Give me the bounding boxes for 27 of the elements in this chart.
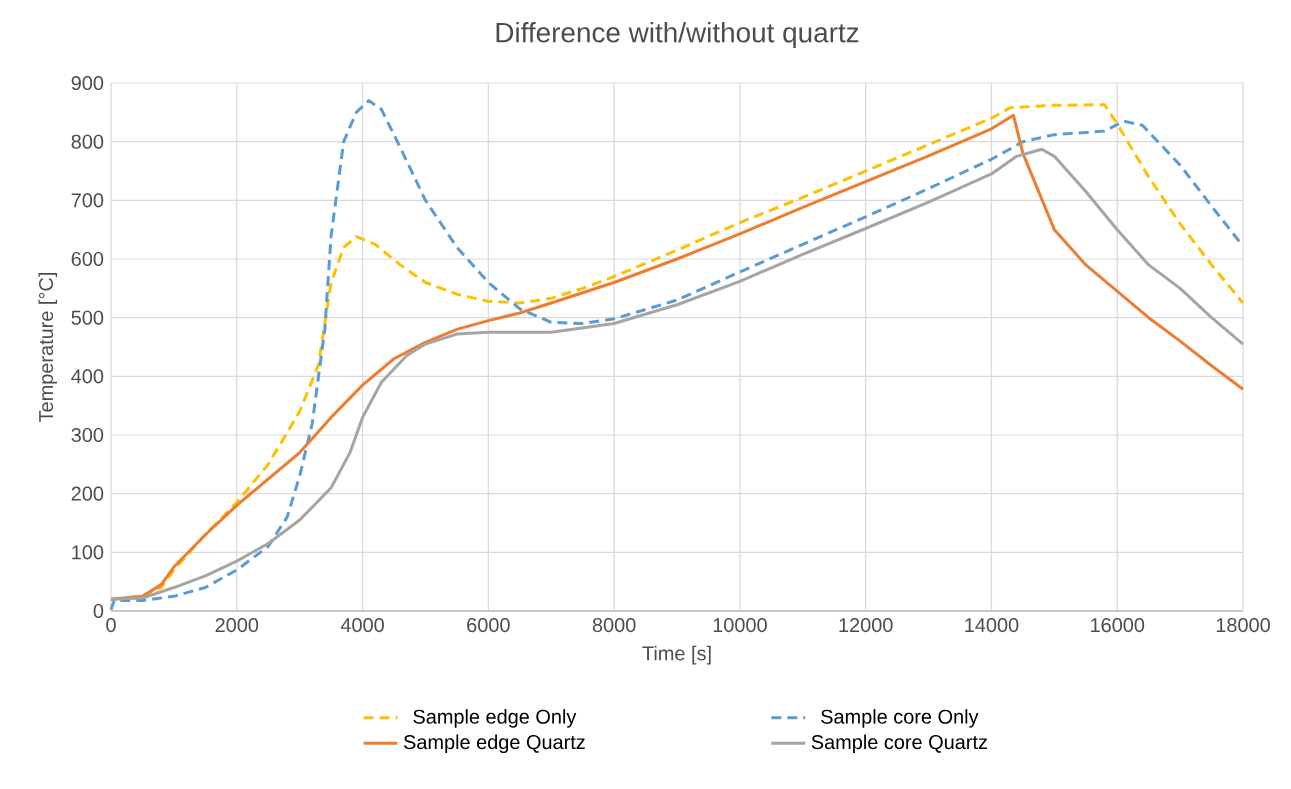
x-tick-label: 10000 [713,618,767,633]
y-tick-label: 700 [71,193,104,208]
y-tick-label: 0 [93,603,104,619]
x-axis-title: Time [s] [642,645,711,665]
x-tick-label: 12000 [839,618,893,633]
y-tick-label: 300 [71,427,104,443]
y-tick-label: 500 [71,310,104,325]
legend-label: Sample core Only [821,709,979,728]
x-tick-label: 0 [106,618,116,633]
chart-title: Difference with/without quartz [496,22,859,49]
x-tick-label: 14000 [965,618,1019,633]
x-tick-label: 2000 [215,618,259,633]
y-tick-label: 400 [71,369,104,384]
legend-label: Sample edge Only [413,709,577,728]
x-tick-label: 6000 [467,618,510,633]
legend-label: Sample edge Quartz [403,734,585,754]
y-tick-label: 900 [71,75,104,91]
x-tick-label: 18000 [1216,618,1270,633]
y-tick-label: 800 [71,134,104,149]
legend-label: Sample core Quartz [811,734,987,754]
y-tick-label: 100 [72,545,104,560]
y-tick-label: 600 [71,251,104,267]
y-tick-label: 200 [71,486,104,501]
x-tick-label: 4000 [340,618,384,633]
y-axis-title: Temperature [°C] [38,273,58,422]
x-tick-label: 16000 [1091,618,1145,633]
x-tick-label: 8000 [592,618,636,633]
